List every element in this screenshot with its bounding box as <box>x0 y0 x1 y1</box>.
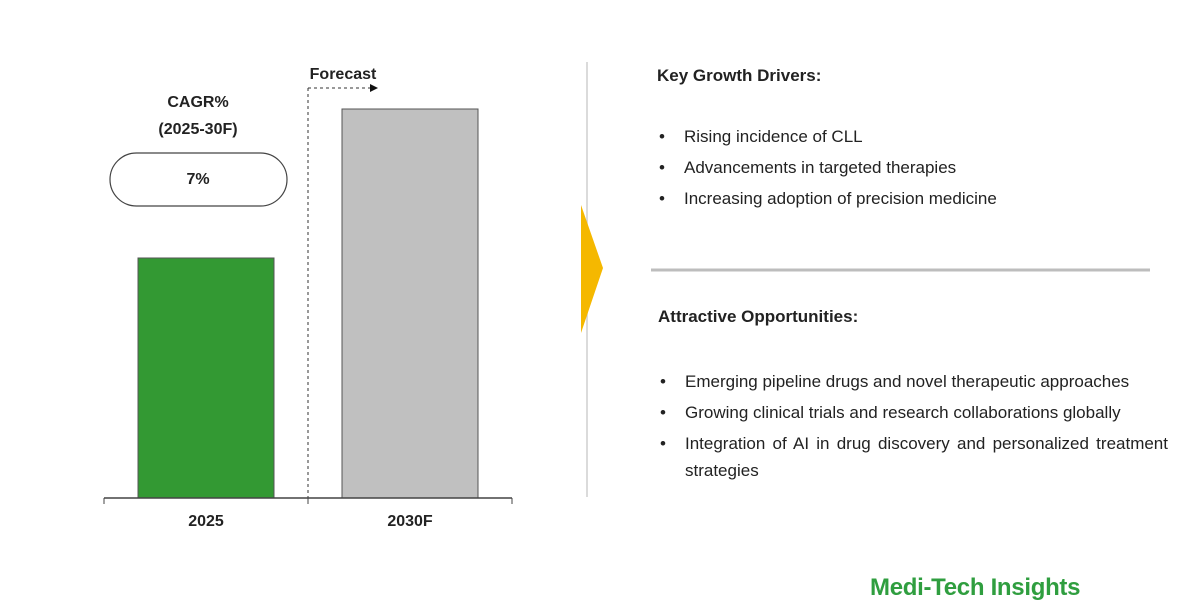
logo: Medi-Tech Insights <box>870 574 1081 600</box>
bar <box>137 257 275 499</box>
bar <box>341 108 479 499</box>
list-item: Integration of AI in drug discovery and … <box>658 430 1168 484</box>
list-item: Emerging pipeline drugs and novel therap… <box>658 368 1168 395</box>
list: Emerging pipeline drugs and novel therap… <box>658 368 1168 484</box>
drivers-panel: Key Growth Drivers: Rising incidence of … <box>657 66 1157 216</box>
list-item: Growing clinical trials and research col… <box>658 399 1168 426</box>
forecast-arrowhead <box>370 84 378 92</box>
cagr-value: 7% <box>186 171 209 188</box>
cagr-title: CAGR% <box>167 94 228 111</box>
opportunities-panel: Attractive Opportunities: Emerging pipel… <box>658 307 1168 488</box>
cagr-pill <box>109 152 288 207</box>
arrow <box>581 205 603 333</box>
forecast-label: Forecast <box>310 66 377 83</box>
x-tick-label: 2030F <box>387 513 433 530</box>
list-item: Increasing adoption of precision medicin… <box>657 185 1142 212</box>
list: Rising incidence of CLL Advancements in t… <box>657 123 1142 212</box>
panel-title: Key Growth Drivers: <box>657 66 822 85</box>
panel-title: Attractive Opportunities: <box>658 307 859 326</box>
cagr-title: (2025-30F) <box>158 121 237 138</box>
list-item: Advancements in targeted therapies <box>657 154 1142 181</box>
list-item: Rising incidence of CLL <box>657 123 1142 150</box>
x-tick-label: 2025 <box>188 513 224 530</box>
